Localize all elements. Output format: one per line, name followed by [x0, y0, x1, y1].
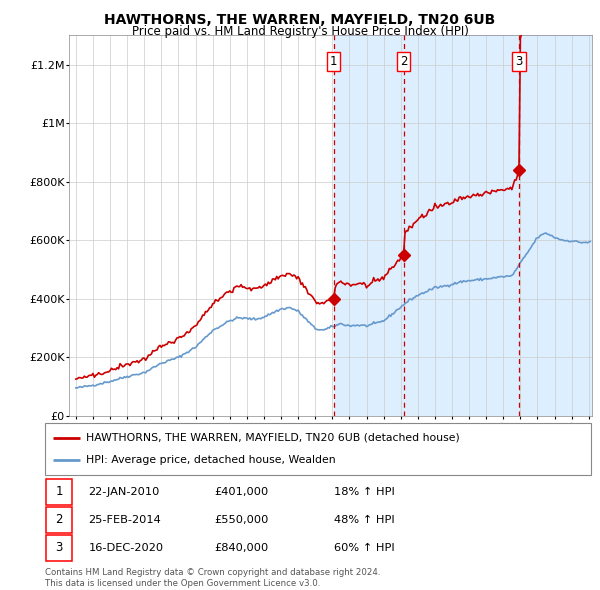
Text: HAWTHORNS, THE WARREN, MAYFIELD, TN20 6UB: HAWTHORNS, THE WARREN, MAYFIELD, TN20 6U…: [104, 13, 496, 27]
Text: 60% ↑ HPI: 60% ↑ HPI: [334, 543, 395, 553]
Text: £550,000: £550,000: [214, 515, 269, 525]
Bar: [46, 478, 73, 505]
Text: Contains HM Land Registry data © Crown copyright and database right 2024.
This d: Contains HM Land Registry data © Crown c…: [45, 568, 380, 588]
Text: £401,000: £401,000: [214, 487, 269, 497]
Text: 18% ↑ HPI: 18% ↑ HPI: [334, 487, 395, 497]
Text: 1: 1: [330, 55, 337, 68]
Bar: [334, 35, 404, 416]
Bar: [519, 35, 592, 416]
Text: 48% ↑ HPI: 48% ↑ HPI: [334, 515, 395, 525]
Bar: [404, 35, 519, 416]
Text: 2: 2: [400, 55, 407, 68]
Text: 25-FEB-2014: 25-FEB-2014: [89, 515, 161, 525]
Text: 1: 1: [55, 486, 63, 499]
Text: £840,000: £840,000: [214, 543, 269, 553]
Bar: [46, 507, 73, 533]
Text: 3: 3: [56, 541, 63, 554]
Text: HPI: Average price, detached house, Wealden: HPI: Average price, detached house, Weal…: [86, 455, 335, 466]
Text: Price paid vs. HM Land Registry's House Price Index (HPI): Price paid vs. HM Land Registry's House …: [131, 25, 469, 38]
Text: HAWTHORNS, THE WARREN, MAYFIELD, TN20 6UB (detached house): HAWTHORNS, THE WARREN, MAYFIELD, TN20 6U…: [86, 432, 460, 442]
Text: 2: 2: [55, 513, 63, 526]
Text: 22-JAN-2010: 22-JAN-2010: [89, 487, 160, 497]
Text: 3: 3: [515, 55, 523, 68]
Text: 16-DEC-2020: 16-DEC-2020: [89, 543, 164, 553]
Bar: [46, 535, 73, 561]
